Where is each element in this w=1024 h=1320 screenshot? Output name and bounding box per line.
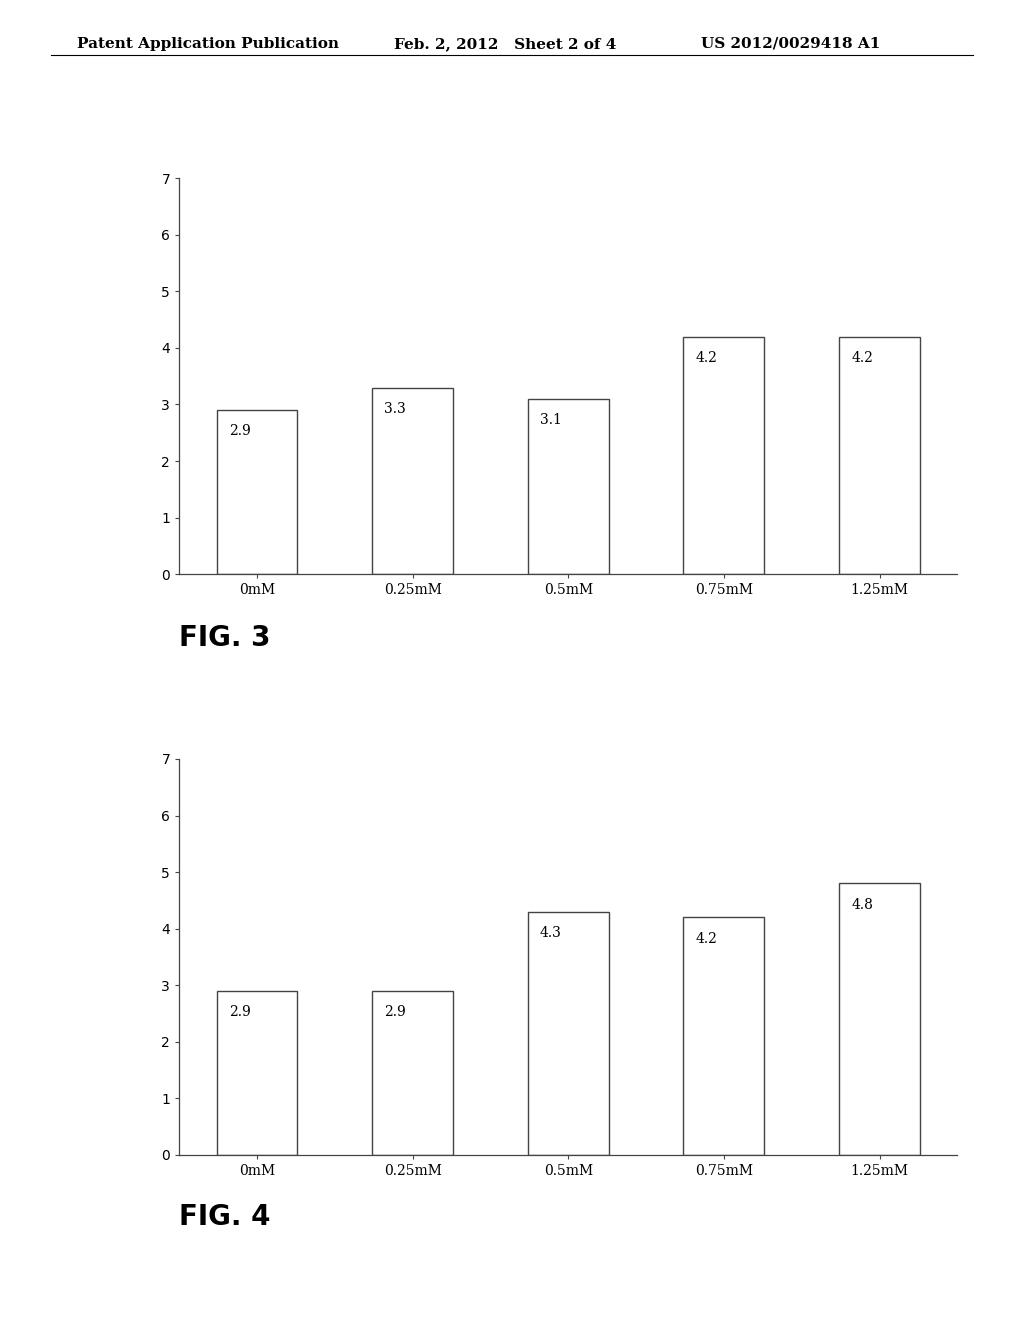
Text: 4.2: 4.2 [851, 351, 873, 364]
Text: 3.1: 3.1 [540, 413, 562, 426]
Text: Feb. 2, 2012   Sheet 2 of 4: Feb. 2, 2012 Sheet 2 of 4 [394, 37, 616, 51]
Bar [527, 912, 609, 1155]
Text: 2.9: 2.9 [384, 1005, 407, 1019]
Bar [372, 991, 454, 1155]
Bar [216, 411, 298, 574]
Text: 2.9: 2.9 [228, 424, 251, 438]
Text: 4.3: 4.3 [540, 925, 562, 940]
Bar [372, 388, 454, 574]
Bar [839, 337, 921, 574]
Text: 3.3: 3.3 [384, 401, 407, 416]
Text: 4.2: 4.2 [695, 932, 718, 945]
Bar [683, 917, 765, 1155]
Text: FIG. 3: FIG. 3 [179, 624, 270, 652]
Text: Patent Application Publication: Patent Application Publication [77, 37, 339, 51]
Bar [216, 991, 298, 1155]
Text: 2.9: 2.9 [228, 1005, 251, 1019]
Text: FIG. 4: FIG. 4 [179, 1203, 270, 1230]
Text: US 2012/0029418 A1: US 2012/0029418 A1 [701, 37, 881, 51]
Bar [839, 883, 921, 1155]
Bar [527, 399, 609, 574]
Bar [683, 337, 765, 574]
Text: 4.8: 4.8 [851, 898, 873, 912]
Text: 4.2: 4.2 [695, 351, 718, 364]
